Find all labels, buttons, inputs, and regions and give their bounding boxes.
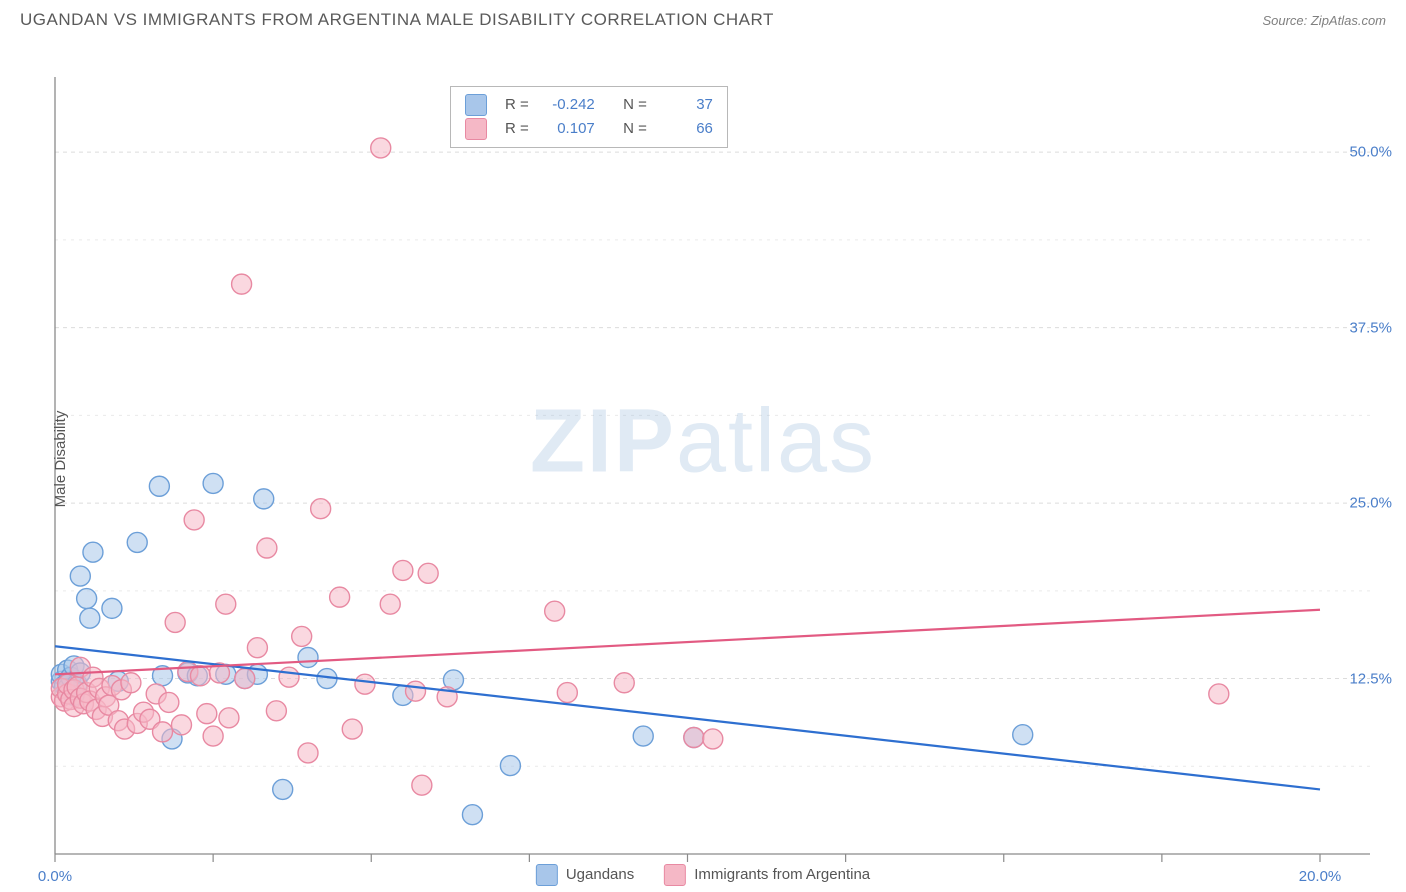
correlation-legend-box: R =-0.242 N =37R =0.107 N =66 bbox=[450, 86, 728, 148]
scatter-chart bbox=[0, 34, 1406, 884]
y-tick-label: 37.5% bbox=[1349, 319, 1392, 336]
chart-container: ZIPatlas Male Disability 12.5%25.0%37.5%… bbox=[0, 34, 1406, 884]
legend-label: Ugandans bbox=[566, 866, 634, 883]
y-tick-label: 12.5% bbox=[1349, 670, 1392, 687]
chart-title: UGANDAN VS IMMIGRANTS FROM ARGENTINA MAL… bbox=[20, 10, 774, 30]
legend-swatch bbox=[664, 864, 686, 886]
corr-legend-row-immigrants_argentina: R =0.107 N =66 bbox=[465, 117, 713, 141]
corr-legend-row-ugandans: R =-0.242 N =37 bbox=[465, 93, 713, 117]
x-tick-label: 20.0% bbox=[1299, 868, 1342, 885]
source-attribution: Source: ZipAtlas.com bbox=[1262, 13, 1386, 28]
legend-label: Immigrants from Argentina bbox=[694, 866, 870, 883]
series-immigrants_argentina bbox=[51, 138, 1228, 795]
y-tick-label: 50.0% bbox=[1349, 144, 1392, 161]
legend-swatch bbox=[465, 118, 487, 140]
legend-swatch bbox=[465, 94, 487, 116]
series-legend: Ugandans Immigrants from Argentina bbox=[536, 864, 870, 886]
y-tick-label: 25.0% bbox=[1349, 495, 1392, 512]
legend-item-ugandans: Ugandans bbox=[536, 864, 634, 886]
legend-item-immigrants_argentina: Immigrants from Argentina bbox=[664, 864, 870, 886]
legend-swatch bbox=[536, 864, 558, 886]
y-axis-label: Male Disability bbox=[52, 411, 69, 508]
x-tick-label: 0.0% bbox=[38, 868, 72, 885]
